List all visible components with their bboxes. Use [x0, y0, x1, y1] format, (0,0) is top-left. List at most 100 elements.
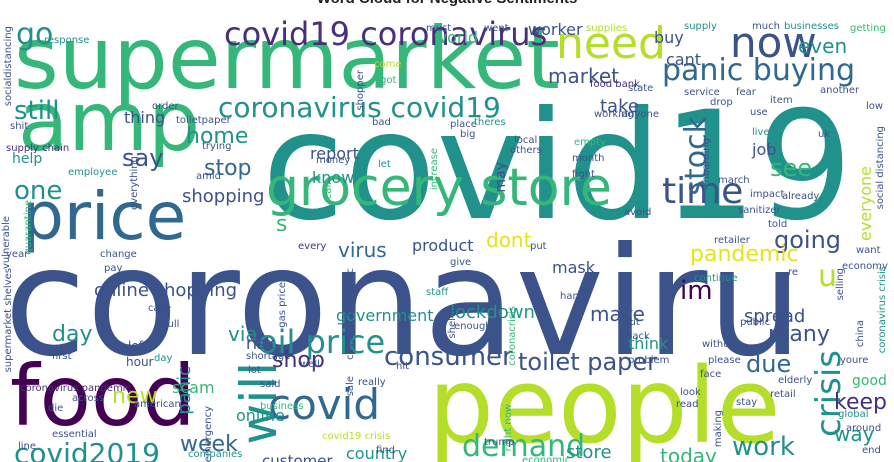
cloud-word: government: [336, 306, 434, 325]
cloud-word: coronavirus covid19: [218, 91, 501, 124]
cloud-word: state: [628, 83, 654, 94]
cloud-word: come: [374, 59, 402, 70]
cloud-word: customer: [262, 452, 333, 462]
cloud-word: place: [450, 119, 477, 130]
cloud-word: month: [572, 153, 605, 164]
cloud-word: must: [426, 23, 452, 34]
cloud-word: food bank: [590, 79, 640, 90]
cloud-word: theres: [474, 117, 506, 128]
cloud-word: im: [680, 276, 713, 306]
cloud-word: line: [18, 441, 37, 452]
cloud-word: covid: [268, 380, 380, 429]
cloud-word: grocery store: [266, 158, 612, 218]
cloud-word: economy: [842, 261, 888, 272]
cloud-word: week: [180, 432, 238, 457]
cloud-word: fight: [572, 169, 595, 180]
cloud-word: stay: [736, 397, 758, 408]
cloud-word: vulnerable: [1, 216, 12, 270]
cloud-word: service: [684, 87, 720, 98]
cloud-word: shopper: [355, 70, 366, 111]
cloud-word: uk: [818, 129, 831, 140]
cloud-word: lot: [248, 365, 261, 376]
cloud-word: one: [14, 176, 63, 206]
cloud-word: dont: [486, 228, 532, 252]
cloud-word: want: [856, 245, 881, 256]
cloud-word: fear: [736, 87, 756, 98]
cloud-word: think: [628, 334, 669, 353]
cloud-word: year: [6, 249, 29, 260]
cloud-word: may: [493, 162, 509, 193]
cloud-word: coronaviru: [4, 216, 803, 390]
cloud-word: world: [434, 28, 479, 47]
cloud-word: need: [556, 18, 666, 69]
cloud-word: cut: [624, 317, 640, 328]
cloud-word: enough: [454, 321, 492, 332]
cloud-word: face: [700, 369, 722, 380]
cloud-word: home: [186, 124, 249, 149]
cloud-word: worker: [528, 20, 583, 39]
cloud-word: people: [428, 345, 781, 462]
cloud-word: businesses: [784, 21, 839, 32]
cloud-word: hit: [396, 361, 410, 372]
cloud-word: time: [662, 171, 744, 212]
cloud-word: sale: [345, 376, 356, 397]
cloud-word: went: [484, 23, 509, 34]
cloud-word: covid19: [262, 80, 853, 254]
cloud-word: online shopping: [94, 280, 238, 301]
cloud-word: via: [228, 322, 258, 346]
cloud-word: empty: [574, 137, 607, 148]
cloud-word: everything: [129, 156, 140, 210]
cloud-word: economic: [522, 455, 571, 462]
cloud-word: continue: [694, 273, 738, 284]
cloud-word: due: [746, 350, 792, 378]
cloud-word: left: [128, 339, 148, 353]
cloud-word: coronavirus crisis: [877, 266, 888, 354]
cloud-word: hoarding: [701, 138, 712, 183]
cloud-word: demand: [462, 429, 586, 462]
cloud-word: price: [22, 178, 187, 255]
cloud-word: coronacrisis: [507, 306, 518, 366]
cloud-word: shop: [272, 348, 325, 373]
cloud-word: retailer: [714, 235, 750, 246]
cloud-word: full: [164, 319, 180, 330]
cloud-word: supply chain: [6, 143, 70, 154]
cloud-word: american: [134, 399, 181, 410]
cloud-word: got: [380, 75, 397, 86]
cloud-word: problem: [628, 355, 670, 366]
cloud-word: really: [358, 377, 386, 388]
cloud-word: first: [52, 351, 72, 362]
cloud-word: lockdown: [450, 302, 535, 323]
cloud-word: pandemic: [690, 242, 799, 267]
cloud-word: give: [450, 257, 472, 268]
cloud-word: back: [626, 331, 650, 342]
cloud-word: say: [122, 144, 164, 172]
cloud-word: know: [312, 168, 355, 187]
cloud-word: covid2019: [14, 437, 160, 462]
cloud-word: store: [566, 442, 612, 462]
cloud-word: essential: [52, 429, 97, 440]
cloud-word: bad: [372, 117, 391, 128]
cloud-word: march: [718, 175, 750, 186]
cloud-word: supplies: [586, 23, 628, 34]
cloud-word: scam: [172, 378, 215, 397]
cloud-word: supply: [684, 21, 717, 32]
cloud-word: put: [530, 241, 547, 252]
cloud-word: avoid: [624, 207, 652, 218]
cloud-word: without: [702, 339, 740, 350]
cloud-word: everyone: [856, 166, 875, 241]
cloud-word: low: [866, 101, 884, 112]
cloud-word: supermarket: [14, 9, 560, 109]
cloud-word: work: [732, 432, 795, 462]
cloud-word: day: [52, 322, 93, 347]
cloud-word: go: [16, 17, 54, 52]
cloud-word: around: [846, 423, 882, 434]
cloud-word: make: [590, 302, 645, 326]
cloud-word: every: [298, 241, 327, 252]
cloud-word: case: [148, 303, 171, 314]
cloud-word: much: [752, 21, 780, 32]
cloud-word: find: [376, 445, 395, 456]
cloud-word: business: [260, 401, 304, 412]
cloud-word: new: [112, 384, 158, 409]
cloud-word: job: [752, 140, 777, 159]
cloud-word: take: [600, 96, 639, 117]
